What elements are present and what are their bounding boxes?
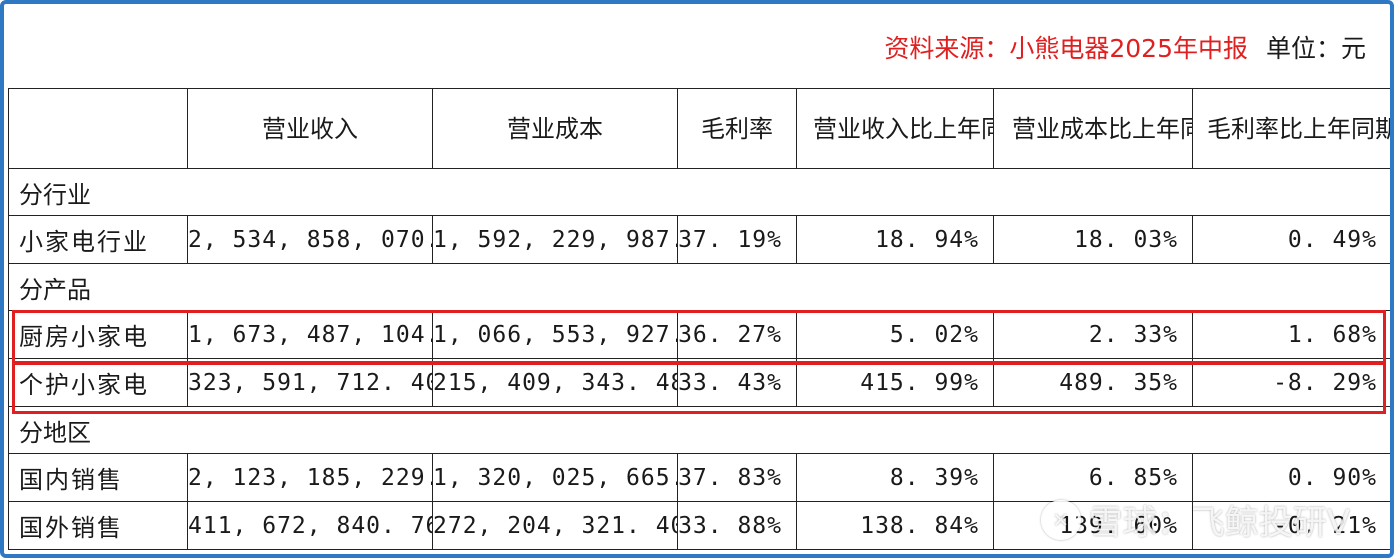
cell-revenue-change: 18. 94% [796, 215, 994, 264]
unit-text: 单位：元 [1265, 34, 1366, 63]
cell-cost: 1, 320, 025, 665. 82 [432, 453, 678, 502]
header-cell-blank [8, 88, 188, 169]
section-title: 分地区 [8, 406, 1390, 454]
cell-margin: 33. 88% [677, 501, 797, 550]
cell-margin-change: 0. 49% [1192, 215, 1390, 264]
cell-margin-change: 1. 68% [1192, 310, 1390, 359]
header-margin: 毛利率 [677, 88, 797, 169]
watermark: ✕ 雪球：飞鲸投研V [1040, 495, 1350, 544]
cell-cost-change: 18. 03% [993, 215, 1193, 264]
row-label: 厨房小家电 [8, 310, 188, 359]
cell-revenue: 2, 123, 185, 229. 91 [187, 453, 433, 502]
cell-margin: 37. 83% [677, 453, 797, 502]
table-row: 厨房小家电 1, 673, 487, 104. 96 1, 066, 553, … [8, 310, 1390, 359]
header-margin-change: 毛利率比上年同期增减 [1192, 88, 1390, 169]
cell-revenue: 323, 591, 712. 40 [187, 358, 433, 407]
row-label: 个护小家电 [8, 358, 188, 407]
row-label: 小家电行业 [8, 215, 188, 264]
cell-cost-change: 2. 33% [993, 310, 1193, 359]
cell-margin: 36. 27% [677, 310, 797, 359]
section-row: 分行业 [8, 168, 1390, 216]
cell-cost: 272, 204, 321. 40 [432, 501, 678, 550]
header-cost: 营业成本 [432, 88, 678, 169]
header-cost-change: 营业成本比上年同期增减 [993, 88, 1193, 169]
cell-cost: 215, 409, 343. 48 [432, 358, 678, 407]
financial-table: 营业收入 营业成本 毛利率 营业收入比上年同期增减 营业成本比上年同期增减 毛利… [8, 88, 1390, 550]
source-text: 资料来源：小熊电器2025年中报 [884, 34, 1248, 63]
section-row: 分产品 [8, 263, 1390, 311]
watermark-text: 雪球：飞鲸投研V [1088, 503, 1350, 543]
section-title: 分产品 [8, 263, 1390, 311]
cell-cost: 1, 592, 229, 987. 22 [432, 215, 678, 264]
section-row: 分地区 [8, 406, 1390, 454]
snowball-logo-icon: ✕ [1040, 499, 1081, 540]
header-revenue: 营业收入 [187, 88, 433, 169]
cell-margin: 37. 19% [677, 215, 797, 264]
cell-margin-change: -0. 21% [1192, 501, 1390, 550]
table-row: 小家电行业 2, 534, 858, 070. 67 1, 592, 229, … [8, 215, 1390, 264]
cell-revenue: 411, 672, 840. 76 [187, 501, 433, 550]
table-row: 国外销售 411, 672, 840. 76 272, 204, 321. 40… [8, 501, 1390, 550]
section-title: 分行业 [8, 168, 1390, 216]
header-revenue-change: 营业收入比上年同期增减 [796, 88, 994, 169]
row-label: 国外销售 [8, 501, 188, 550]
cell-revenue-change: 138. 84% [796, 501, 994, 550]
cell-cost-change: 489. 35% [993, 358, 1193, 407]
cell-revenue-change: 8. 39% [796, 453, 994, 502]
cell-margin-change: 0. 90% [1192, 453, 1390, 502]
cell-revenue: 2, 534, 858, 070. 67 [187, 215, 433, 264]
cell-cost: 1, 066, 553, 927. 75 [432, 310, 678, 359]
cell-revenue-change: 415. 99% [796, 358, 994, 407]
cell-margin-change: -8. 29% [1192, 358, 1390, 407]
cell-cost-change: 6. 85% [993, 453, 1193, 502]
cell-revenue-change: 5. 02% [796, 310, 994, 359]
header-row: 营业收入 营业成本 毛利率 营业收入比上年同期增减 营业成本比上年同期增减 毛利… [8, 88, 1390, 169]
row-label: 国内销售 [8, 453, 188, 502]
cell-margin: 33. 43% [677, 358, 797, 407]
cell-revenue: 1, 673, 487, 104. 96 [187, 310, 433, 359]
table-row: 个护小家电 323, 591, 712. 40 215, 409, 343. 4… [8, 358, 1390, 407]
source-line: 资料来源：小熊电器2025年中报 单位：元 [4, 4, 1390, 84]
